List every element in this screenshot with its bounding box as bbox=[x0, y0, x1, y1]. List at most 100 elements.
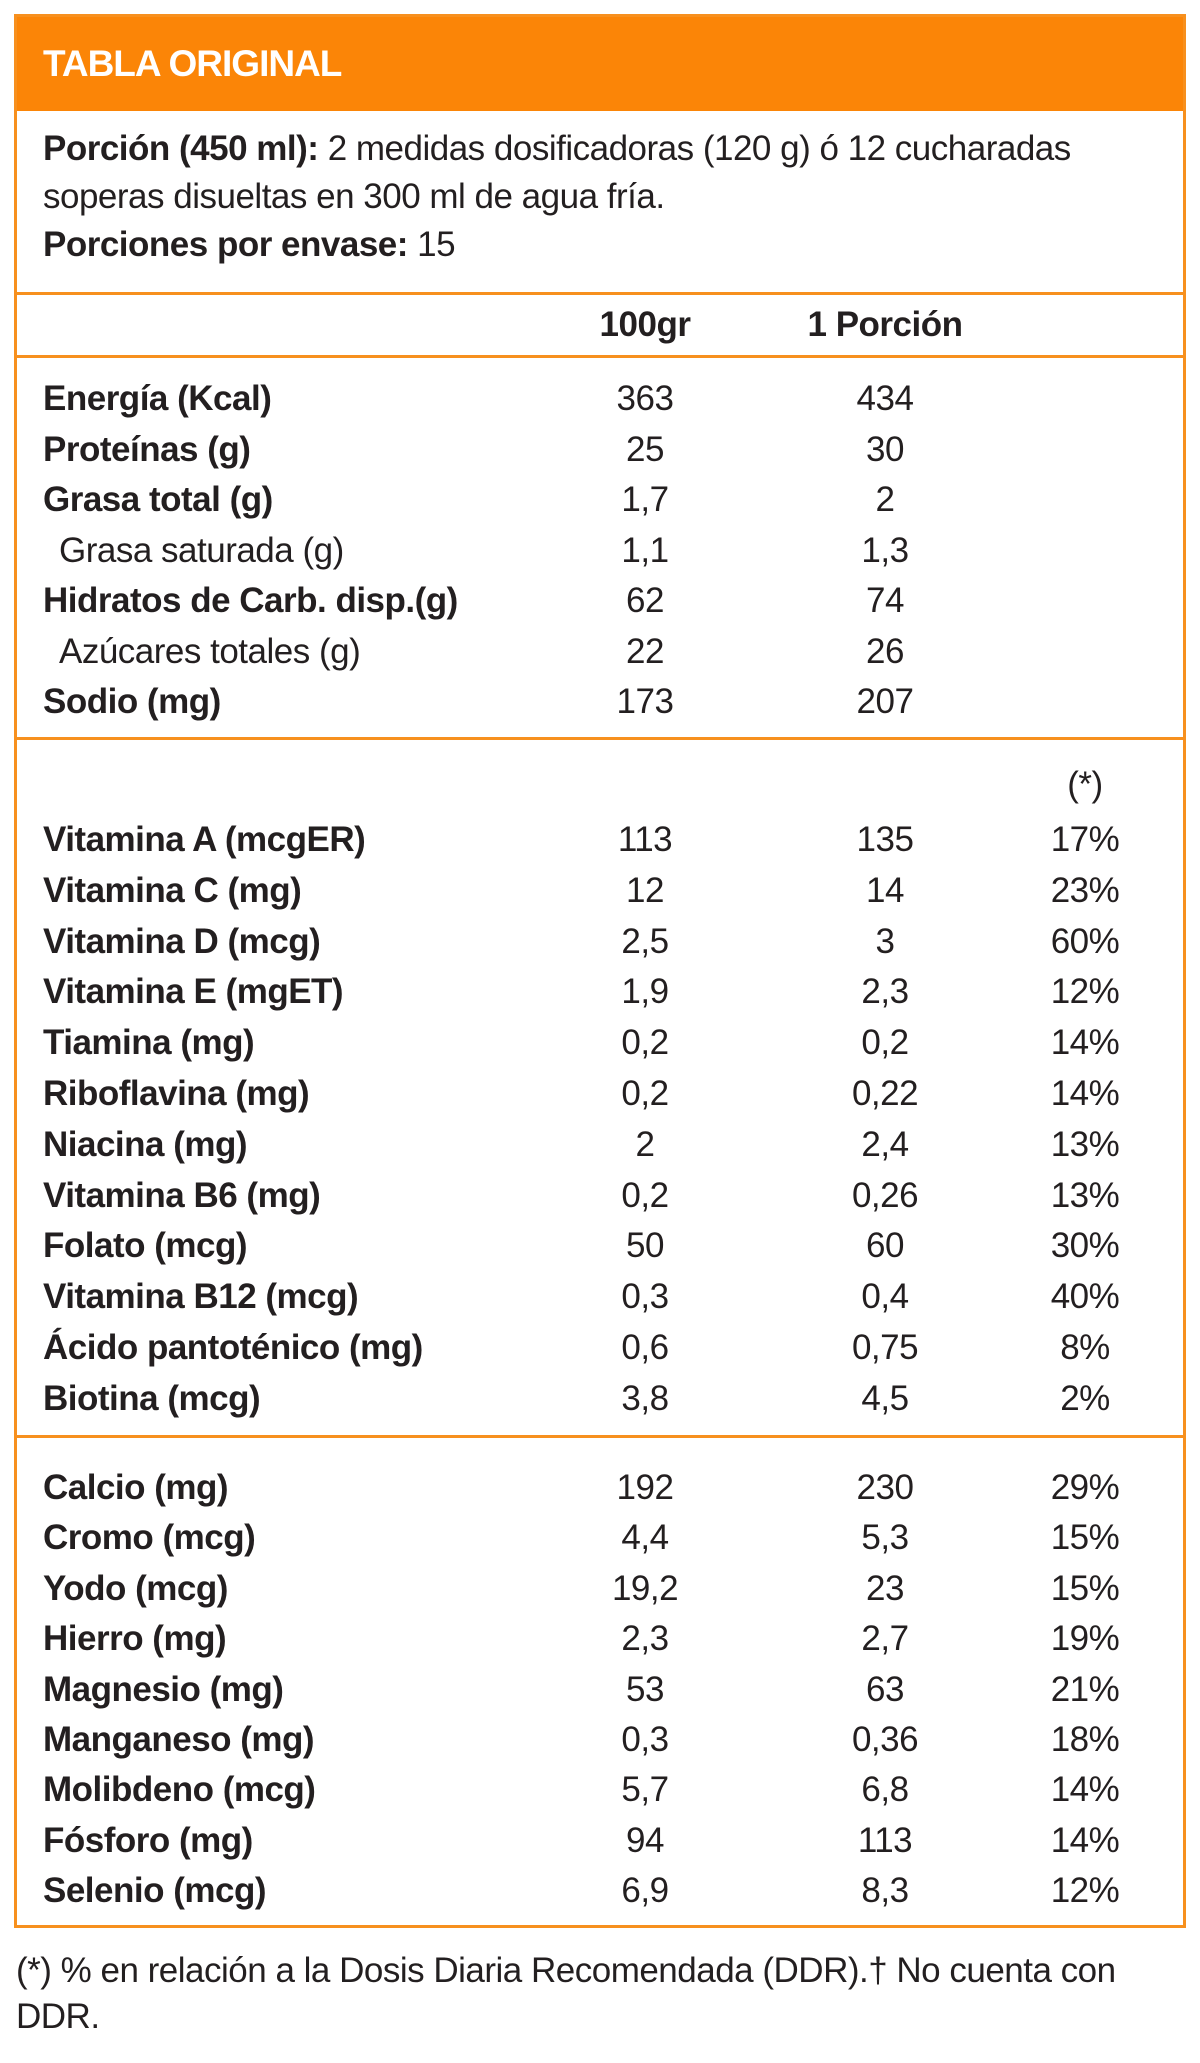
row-label: Calcio (mg) bbox=[43, 1468, 229, 1507]
mineral-row: Fósforo (mg) 94 113 14% bbox=[17, 1821, 1183, 1871]
value-ddr: 12% bbox=[1050, 972, 1120, 1012]
value-portion: 26 bbox=[866, 631, 904, 671]
value-portion: 0,36 bbox=[851, 1720, 919, 1759]
value-portion: 2,3 bbox=[861, 972, 909, 1012]
value-portion: 3 bbox=[875, 921, 895, 961]
value-portion: 23 bbox=[866, 1568, 904, 1608]
value-100gr: 0,3 bbox=[621, 1720, 669, 1759]
value-ddr: 30% bbox=[1050, 1226, 1120, 1266]
value-ddr: 14% bbox=[1050, 1770, 1120, 1810]
vitamin-row: Vitamina B12 (mcg) 0,3 0,4 40% bbox=[17, 1277, 1183, 1327]
vitamin-row: Vitamina C (mg) 12 14 23% bbox=[17, 871, 1183, 921]
row-label: Energía (Kcal) bbox=[43, 379, 272, 418]
value-portion: 0,4 bbox=[861, 1277, 909, 1317]
vitamin-row: Vitamina A (mcgER) 113 135 17% bbox=[17, 820, 1183, 870]
value-ddr: 40% bbox=[1050, 1277, 1120, 1317]
nutrient-row: Grasa saturada (g) 1,1 1,3 bbox=[17, 531, 1183, 581]
value-portion: 8,3 bbox=[861, 1871, 909, 1911]
row-label: Proteínas (g) bbox=[43, 429, 251, 469]
value-ddr: 14% bbox=[1050, 1074, 1120, 1113]
vitamin-row: Riboflavina (mg) 0,2 0,22 14% bbox=[17, 1074, 1183, 1124]
value-ddr: 13% bbox=[1050, 1124, 1120, 1164]
row-label: Hierro (mg) bbox=[43, 1619, 227, 1659]
row-label: Vitamina E (mgET) bbox=[43, 972, 344, 1012]
value-100gr: 2,3 bbox=[621, 1619, 669, 1659]
value-100gr: 5,7 bbox=[621, 1770, 669, 1810]
value-100gr: 0,3 bbox=[621, 1277, 669, 1317]
value-portion: 2,7 bbox=[861, 1619, 909, 1659]
value-portion: 0,2 bbox=[861, 1023, 909, 1063]
row-label: Selenio (mcg) bbox=[43, 1871, 266, 1911]
value-portion: 30 bbox=[866, 429, 904, 469]
value-ddr: 14% bbox=[1050, 1023, 1120, 1063]
nutrition-table: TABLA ORIGINAL Porción (450 ml): 2 medid… bbox=[14, 14, 1186, 1928]
servings-per-container-label: Porciones por envase: bbox=[43, 225, 408, 264]
row-label: Vitamina C (mg) bbox=[43, 870, 302, 910]
column-header-portion: 1 Porción bbox=[807, 305, 963, 344]
divider bbox=[17, 737, 1183, 740]
nutrient-row: Sodio (mg) 173 207 bbox=[17, 682, 1183, 732]
value-ddr: 2% bbox=[1060, 1378, 1110, 1418]
value-ddr: 13% bbox=[1050, 1175, 1120, 1215]
servings-per-container-value: 15 bbox=[417, 225, 456, 264]
mineral-row: Cromo (mcg) 4,4 5,3 15% bbox=[17, 1518, 1183, 1568]
value-100gr: 12 bbox=[626, 870, 664, 910]
value-portion: 5,3 bbox=[861, 1518, 909, 1558]
value-portion: 2,4 bbox=[861, 1124, 909, 1164]
value-portion: 207 bbox=[856, 682, 914, 721]
value-100gr: 0,2 bbox=[621, 1175, 669, 1215]
vitamin-row: Ácido pantoténico (mg) 0,6 0,75 8% bbox=[17, 1328, 1183, 1378]
value-100gr: 0,2 bbox=[621, 1074, 669, 1113]
servings-per-container: Porciones por envase: 15 bbox=[43, 225, 456, 265]
value-portion: 135 bbox=[856, 820, 914, 859]
serving-label: Porción (450 ml): bbox=[43, 129, 319, 168]
value-100gr: 2 bbox=[635, 1124, 655, 1164]
row-label: Vitamina B6 (mg) bbox=[43, 1175, 321, 1215]
row-label: Molibdeno (mcg) bbox=[43, 1770, 316, 1810]
row-label: Grasa total (g) bbox=[43, 480, 273, 519]
row-label: Manganeso (mg) bbox=[43, 1720, 315, 1759]
row-label: Folato (mcg) bbox=[43, 1226, 247, 1266]
vitamin-row: Tiamina (mg) 0,2 0,2 14% bbox=[17, 1023, 1183, 1073]
value-portion: 0,26 bbox=[851, 1175, 919, 1215]
value-ddr: 17% bbox=[1050, 820, 1120, 859]
vitamin-row: Vitamina B6 (mg) 0,2 0,26 13% bbox=[17, 1176, 1183, 1226]
row-label: Fósforo (mg) bbox=[43, 1820, 253, 1860]
value-portion: 434 bbox=[856, 379, 914, 418]
value-ddr: 23% bbox=[1050, 870, 1120, 910]
row-label: Vitamina A (mcgER) bbox=[43, 820, 366, 859]
divider bbox=[17, 355, 1183, 358]
nutrient-row: Hidratos de Carb. disp.(g) 62 74 bbox=[17, 581, 1183, 631]
mineral-row: Manganeso (mg) 0,3 0,36 18% bbox=[17, 1720, 1183, 1770]
value-100gr: 0,6 bbox=[621, 1328, 669, 1367]
mineral-row: Yodo (mcg) 19,2 23 15% bbox=[17, 1569, 1183, 1619]
value-ddr: 18% bbox=[1050, 1720, 1120, 1759]
row-label: Grasa saturada (g) bbox=[59, 530, 344, 570]
value-100gr: 2,5 bbox=[621, 921, 669, 961]
value-100gr: 0,2 bbox=[621, 1023, 669, 1063]
table-title: TABLA ORIGINAL bbox=[43, 43, 342, 84]
value-100gr: 6,9 bbox=[621, 1871, 669, 1911]
value-portion: 14 bbox=[866, 870, 904, 910]
value-ddr: 15% bbox=[1050, 1518, 1120, 1558]
value-100gr: 53 bbox=[626, 1669, 664, 1709]
value-100gr: 25 bbox=[626, 429, 664, 469]
value-100gr: 173 bbox=[616, 682, 674, 721]
row-label: Yodo (mcg) bbox=[43, 1568, 228, 1608]
value-portion: 230 bbox=[856, 1468, 914, 1507]
row-label: Vitamina D (mcg) bbox=[43, 921, 321, 961]
value-100gr: 22 bbox=[626, 631, 664, 671]
value-100gr: 3,8 bbox=[621, 1378, 669, 1418]
vitamin-row: Biotina (mcg) 3,8 4,5 2% bbox=[17, 1379, 1183, 1429]
column-header-ddr: (*) bbox=[1067, 765, 1103, 804]
value-portion: 60 bbox=[866, 1226, 904, 1266]
mineral-row: Calcio (mg) 192 230 29% bbox=[17, 1468, 1183, 1518]
value-100gr: 363 bbox=[616, 379, 674, 418]
nutrient-row: Grasa total (g) 1,7 2 bbox=[17, 480, 1183, 530]
value-ddr: 60% bbox=[1050, 921, 1120, 961]
value-ddr: 12% bbox=[1050, 1871, 1120, 1911]
value-ddr: 15% bbox=[1050, 1568, 1120, 1608]
row-label: Vitamina B12 (mcg) bbox=[43, 1277, 359, 1317]
row-label: Riboflavina (mg) bbox=[43, 1074, 310, 1113]
row-label: Tiamina (mg) bbox=[43, 1023, 255, 1063]
